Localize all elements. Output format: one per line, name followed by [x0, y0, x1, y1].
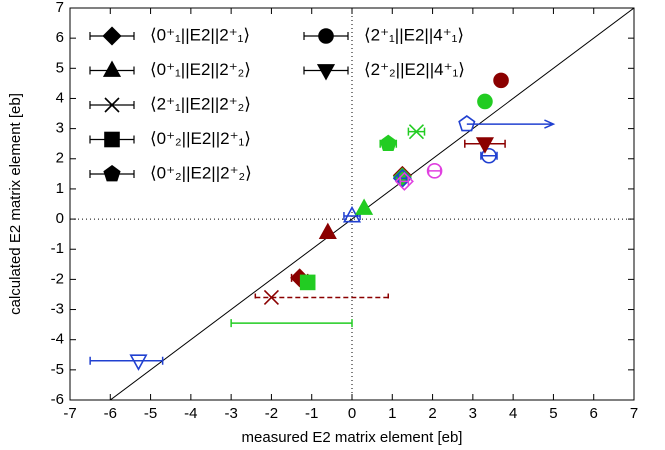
- point: [129, 354, 148, 371]
- x-tick-label: -3: [224, 405, 237, 422]
- error-bar: [466, 119, 556, 129]
- x-tick-label: -6: [104, 405, 117, 422]
- y-tick-label: 3: [56, 120, 64, 137]
- legend-label: ⟨0⁺₁||E2||2⁺₂⟩: [150, 60, 251, 79]
- y-tick-label: -5: [51, 361, 64, 378]
- legend-label: ⟨0⁺₂||E2||2⁺₁⟩: [150, 129, 251, 148]
- point: [481, 147, 497, 164]
- point: [394, 171, 414, 191]
- diagonal: [109, 8, 634, 400]
- error-bar: [480, 151, 498, 160]
- y-tick-label: -3: [51, 301, 64, 318]
- y-tick-label: 4: [56, 89, 64, 106]
- legend-label: ⟨2⁺₁||E2||2⁺₂⟩: [150, 94, 251, 113]
- point: [475, 137, 494, 154]
- x-tick-label: 4: [509, 405, 517, 422]
- error-bar: [89, 356, 164, 365]
- error-bar: [399, 177, 410, 186]
- point: [263, 289, 279, 306]
- y-tick-label: -2: [51, 270, 64, 287]
- point: [458, 115, 476, 132]
- error-bar: [254, 293, 390, 302]
- x-tick-label: 1: [388, 405, 396, 422]
- x-tick-label: 7: [630, 405, 638, 422]
- point: [477, 93, 493, 110]
- y-tick-label: 0: [56, 210, 64, 227]
- error-bar: [427, 166, 442, 175]
- point: [318, 222, 337, 240]
- x-tick-label: 2: [428, 405, 436, 422]
- y-tick-label: -1: [51, 240, 64, 257]
- y-tick-label: 6: [56, 29, 64, 46]
- point: [408, 124, 425, 140]
- x-tick-label: 3: [469, 405, 477, 422]
- x-tick-label: -2: [265, 405, 278, 422]
- y-tick-label: -4: [51, 331, 64, 348]
- x-tick-label: 6: [590, 405, 598, 422]
- x-axis-label: measured E2 matrix element [eb]: [242, 429, 463, 446]
- x-tick-label: 5: [549, 405, 557, 422]
- y-tick-label: 7: [56, 0, 64, 16]
- marker: [104, 97, 120, 113]
- marker: [102, 60, 122, 77]
- y-tick-label: 1: [56, 180, 64, 197]
- x-tick-label: -5: [144, 405, 157, 422]
- x-tick-label: 0: [348, 405, 356, 422]
- point: [355, 198, 374, 215]
- legend-label: ⟨2⁺₁||E2||4⁺₁⟩: [364, 25, 464, 44]
- error-bar: [230, 319, 353, 328]
- x-tick-label: -7: [63, 405, 76, 422]
- marker: [316, 64, 336, 81]
- y-axis-label: calculated E2 matrix element [eb]: [7, 93, 24, 315]
- y-tick-label: 2: [56, 150, 64, 167]
- point: [426, 163, 443, 179]
- marker: [318, 28, 334, 44]
- y-tick-label: -6: [51, 391, 64, 408]
- x-tick-label: -1: [305, 405, 318, 422]
- marker: [102, 26, 122, 46]
- point: [379, 134, 397, 152]
- marker: [103, 164, 121, 182]
- legend-label: ⟨2⁺₂||E2||4⁺₁⟩: [364, 60, 465, 79]
- y-tick-label: 5: [56, 59, 64, 76]
- marker: [104, 131, 120, 148]
- legend-label: ⟨0⁺₂||E2||2⁺₂⟩: [150, 163, 252, 182]
- point: [299, 274, 316, 291]
- x-tick-label: -4: [184, 405, 197, 422]
- legend-label: ⟨0⁺₁||E2||2⁺₁⟩: [150, 25, 250, 44]
- point: [493, 72, 509, 89]
